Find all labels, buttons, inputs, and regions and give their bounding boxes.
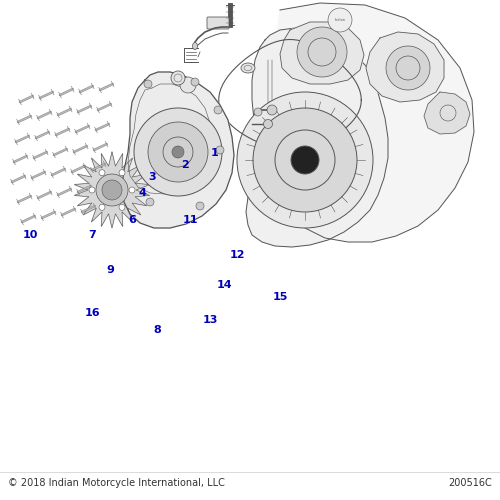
Text: 8: 8 [154,325,162,335]
Circle shape [237,92,373,228]
Circle shape [134,108,222,196]
Circle shape [99,170,105,175]
Text: 1: 1 [211,148,219,158]
Circle shape [267,105,277,115]
Ellipse shape [241,63,255,73]
Text: Indian: Indian [334,18,345,22]
Polygon shape [122,72,234,228]
Circle shape [119,170,125,175]
Circle shape [254,108,262,116]
Circle shape [216,146,224,154]
Circle shape [172,146,184,158]
Circle shape [129,187,135,193]
Text: 14: 14 [217,280,233,290]
Polygon shape [366,32,444,102]
Circle shape [171,71,185,85]
Text: 2: 2 [181,160,189,170]
Circle shape [180,77,196,93]
Circle shape [328,8,352,32]
Circle shape [297,27,347,77]
Circle shape [291,146,319,174]
Text: 6: 6 [128,215,136,225]
Text: 9: 9 [106,265,114,275]
Text: 15: 15 [272,292,287,302]
Circle shape [214,106,222,114]
Polygon shape [280,22,364,84]
Circle shape [96,174,128,206]
Circle shape [148,122,208,182]
Text: 16: 16 [84,308,100,318]
Circle shape [386,46,430,90]
Text: 11: 11 [182,215,198,225]
Text: 12: 12 [230,250,245,260]
Text: 4: 4 [138,188,146,198]
Circle shape [89,187,95,193]
Circle shape [102,180,122,200]
Polygon shape [264,3,474,242]
Text: 10: 10 [22,230,38,240]
Text: 7: 7 [88,230,96,240]
Text: 200516C: 200516C [448,478,492,488]
Circle shape [196,202,204,210]
Circle shape [99,204,105,210]
Polygon shape [246,28,388,247]
Text: 13: 13 [202,315,218,325]
Circle shape [144,80,152,88]
Text: 3: 3 [148,172,156,182]
Circle shape [119,204,125,210]
Polygon shape [74,152,150,228]
FancyBboxPatch shape [207,17,229,29]
Ellipse shape [192,42,198,50]
Circle shape [146,198,154,206]
Text: © 2018 Indian Motorcycle International, LLC: © 2018 Indian Motorcycle International, … [8,478,225,488]
Circle shape [191,78,199,86]
Circle shape [264,120,272,128]
Polygon shape [424,92,470,134]
Circle shape [253,108,357,212]
